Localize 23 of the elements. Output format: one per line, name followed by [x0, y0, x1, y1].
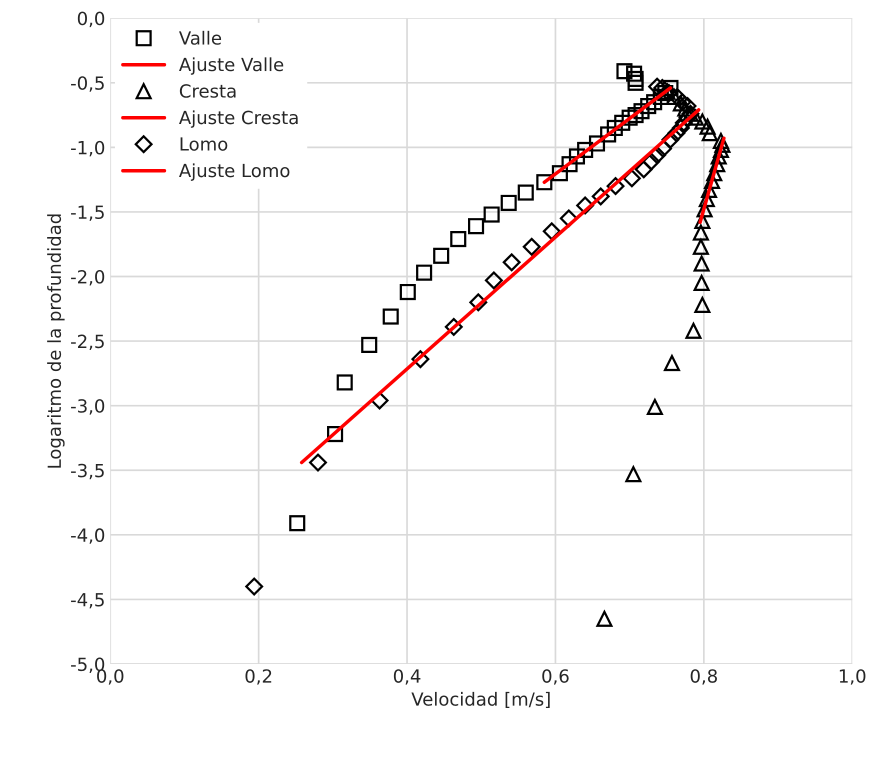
- legend-label: Ajuste Lomo: [179, 163, 290, 181]
- legend-label: Lomo: [180, 137, 228, 151]
- y-tick-label: -3,0: [71, 399, 104, 415]
- legend-label: Ajuste Cresta: [179, 110, 298, 128]
- x-tick-label: 1,0: [840, 669, 866, 685]
- legend-label: Ajuste Valle: [179, 57, 284, 75]
- y-tick-label: 0,0: [78, 12, 104, 28]
- y-tick-label: -2,5: [71, 334, 104, 350]
- y-tick-label: -0,5: [71, 76, 104, 92]
- x-tick-label: 0,6: [542, 669, 569, 685]
- x-tick-label: 0,4: [394, 669, 420, 685]
- legend-label: Valle: [179, 30, 222, 45]
- y-tick-label: -1,5: [71, 206, 104, 221]
- y-tick-label: -3,5: [71, 464, 104, 480]
- x-tick-label: 0,2: [245, 669, 272, 685]
- y-tick-label: -4,5: [71, 593, 104, 608]
- x-axis-title: Velocidad [m/s]: [411, 692, 550, 708]
- y-axis-title: Logaritmo de la profundidad: [47, 214, 65, 468]
- x-tick-label: 0,8: [690, 669, 717, 685]
- y-tick-label: -4,0: [71, 528, 104, 544]
- legend-label: Cresta: [180, 84, 236, 98]
- y-tick-label: -1,0: [71, 140, 104, 156]
- y-tick-label: -2,0: [71, 270, 104, 286]
